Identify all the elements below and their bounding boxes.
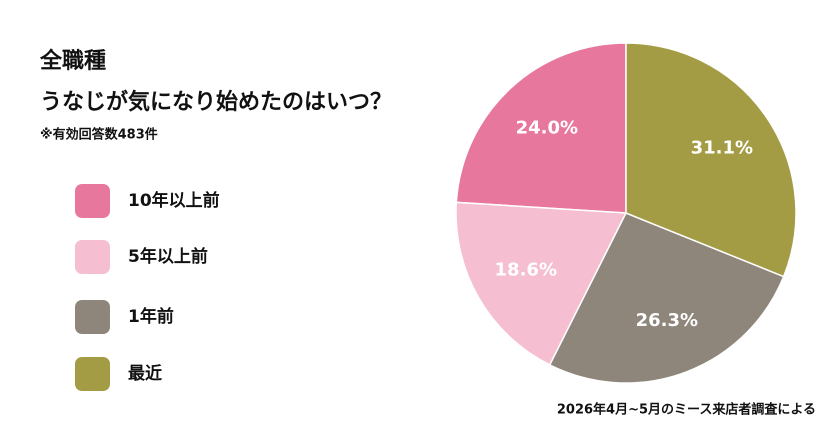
note: ※有効回答数483件 [40,127,158,143]
data-label: 18.6% [495,260,557,281]
legend-swatch [75,300,110,334]
pie-slice [455,42,627,214]
legend-swatch [75,357,110,391]
source: 2026年4月~5月のミース来店者調査による [557,402,816,418]
data-label: 26.3% [636,310,698,331]
legend-label: 10年以上前 [128,190,220,211]
chart-title: 全職種 [39,48,106,74]
pie-slice [548,212,785,384]
legend-swatch [75,184,110,218]
legend-label: 5年以上前 [128,246,208,267]
pie-slice [625,42,797,278]
chart-subtitle: うなじが気になり始めたのはいつ？ [40,89,392,115]
data-label: 24.0% [516,118,578,139]
legend-label: 1年前 [128,306,174,327]
data-label: 31.1% [691,137,753,158]
pie-slice [455,201,628,366]
legend-swatch [75,240,110,274]
legend-label: 最近 [128,363,162,384]
